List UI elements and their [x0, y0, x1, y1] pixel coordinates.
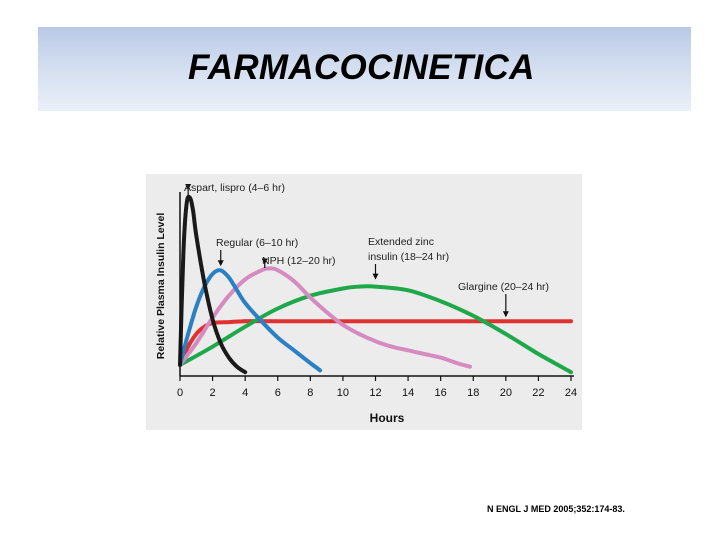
x-tick-label: 20 [500, 387, 512, 399]
annotation-extended-zinc-line2: insulin (18–24 hr) [368, 251, 449, 263]
series-line-aspart-lispro [178, 194, 248, 375]
x-tick-label: 22 [532, 387, 544, 399]
x-tick-label: 0 [177, 387, 183, 399]
chart-panel [146, 174, 582, 430]
x-tick-label: 18 [467, 387, 479, 399]
arrow-extended-zinc [372, 264, 379, 280]
series-line-extended-zinc [178, 284, 573, 375]
insulin-pharmacokinetics-chart: 0 2 4 6 8 10 12 14 16 18 20 22 24 Hours Relative Pla… [155, 182, 577, 425]
series-line-glargine [178, 319, 573, 367]
x-tick-label: 14 [402, 387, 414, 399]
annotation-nph: NPH (12–20 hr) [262, 255, 336, 267]
x-tick-label: 16 [435, 387, 447, 399]
series-line-nph [178, 266, 472, 369]
x-tick-label: 12 [369, 387, 381, 399]
x-axis-label: Hours [370, 411, 405, 425]
arrow-aspart [185, 184, 192, 197]
annotation-aspart: Aspart, lispro (4–6 hr) [184, 182, 285, 194]
citation: N ENGL J MED 2005;352:174-83. [487, 504, 625, 514]
x-tick-label: 8 [307, 387, 313, 399]
x-tick-label: 2 [210, 387, 216, 399]
annotation-extended-zinc-line1: Extended zinc [368, 236, 434, 248]
arrow-regular [217, 250, 224, 267]
annotation-regular: Regular (6–10 hr) [216, 237, 298, 249]
x-tick-label: 4 [242, 387, 248, 399]
title-banner [38, 27, 691, 111]
x-tick-label: 24 [565, 387, 577, 399]
x-tick-label: 10 [337, 387, 349, 399]
annotation-glargine: Glargine (20–24 hr) [458, 281, 549, 293]
y-axis-label: Relative Plasma Insulin Level [155, 213, 167, 360]
arrow-nph [261, 258, 268, 268]
slide-title: FARMACOCINETICA [188, 48, 535, 87]
x-tick-label: 6 [275, 387, 281, 399]
arrow-glargine [502, 294, 509, 318]
series-line-regular [178, 268, 323, 373]
